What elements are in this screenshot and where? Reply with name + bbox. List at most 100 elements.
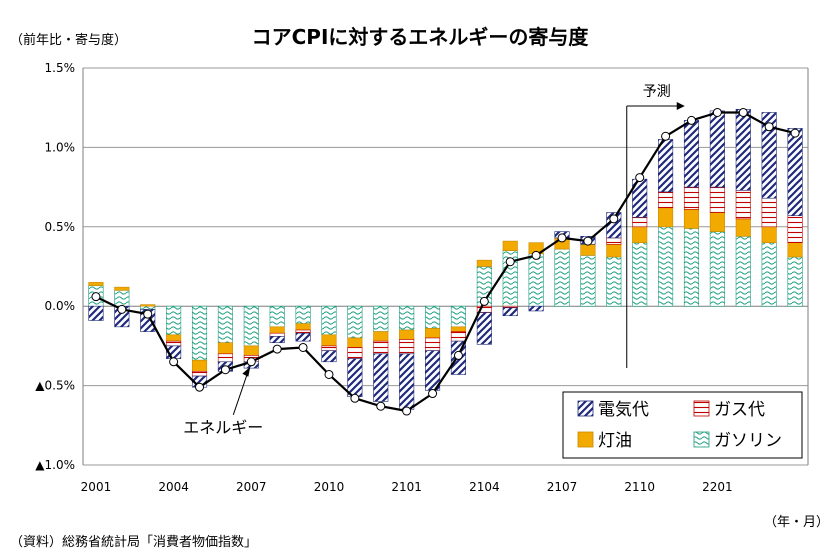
x-axis-unit-label: （年・月） bbox=[764, 515, 829, 530]
energy-point bbox=[246, 357, 256, 367]
bar-segment-gaso bbox=[114, 290, 130, 307]
bar-segment-kero bbox=[140, 304, 156, 307]
forecast-arrow-head bbox=[676, 102, 685, 110]
bar-segment-elec bbox=[528, 305, 544, 312]
energy-annotation: エネルギー bbox=[183, 366, 263, 437]
bar-segment-kero bbox=[606, 243, 622, 258]
bar-segment-kero bbox=[761, 226, 777, 243]
bar-segment-gas bbox=[191, 371, 208, 377]
energy-point bbox=[583, 236, 593, 246]
bar-segment-gas bbox=[658, 191, 674, 209]
legend-swatch-gaso bbox=[693, 431, 710, 448]
x-tick-label: 2107 bbox=[547, 480, 578, 494]
bar-segment-gaso bbox=[735, 236, 751, 307]
energy-point bbox=[402, 406, 412, 416]
energy-point bbox=[505, 257, 515, 267]
y-tick-label: ▲0.5% bbox=[35, 379, 75, 393]
bar-segment-kero bbox=[217, 342, 233, 355]
bar-segment-elec bbox=[683, 120, 700, 188]
bar-segment-kero bbox=[321, 334, 337, 347]
energy-point bbox=[169, 357, 179, 367]
y-tick-label: 0.5% bbox=[45, 220, 76, 234]
energy-point bbox=[272, 344, 282, 354]
energy-annotation-arrow-head bbox=[242, 366, 251, 377]
bar-segment-elec bbox=[373, 353, 389, 402]
x-tick-label: 2001 bbox=[81, 480, 112, 494]
x-tick-label: 2010 bbox=[314, 480, 345, 494]
legend-swatch-elec bbox=[577, 400, 594, 417]
bar-segment-elec bbox=[347, 358, 363, 398]
bar-segment-kero bbox=[709, 212, 725, 232]
bar-segment-gaso bbox=[554, 248, 570, 307]
x-tick-label: 2007 bbox=[236, 480, 267, 494]
x-tick-label: 2110 bbox=[624, 480, 655, 494]
bar-segment-gas bbox=[632, 216, 648, 228]
axes: 1.5% 1.0% 0.5% 0.0% ▲0.5% ▲1.0% 2001 2004 2007 20… bbox=[35, 61, 809, 494]
bar-segment-gas bbox=[269, 332, 285, 337]
y-tick-label: ▲1.0% bbox=[35, 458, 75, 472]
source-note: （資料）総務省統計局「消費者物価指数」 bbox=[10, 534, 257, 550]
bar-segment-kero bbox=[88, 282, 104, 286]
bar-segment-kero bbox=[450, 326, 466, 332]
stacked-bars bbox=[88, 108, 803, 410]
x-tick-label: 2004 bbox=[158, 480, 189, 494]
bar-segment-gaso bbox=[295, 305, 311, 324]
bar-segment-kero bbox=[425, 328, 441, 339]
bar-segment-gaso bbox=[658, 226, 674, 307]
chart-title: コアCPIに対するエネルギーの寄与度 bbox=[252, 25, 590, 49]
bar-segment-gaso bbox=[761, 242, 777, 307]
bar-segment-gaso bbox=[580, 255, 596, 307]
bar-segment-kero bbox=[114, 286, 130, 291]
energy-annotation-pointer bbox=[232, 370, 249, 415]
bar-segment-elec bbox=[321, 350, 337, 363]
bar-segment-gaso bbox=[450, 305, 466, 328]
energy-point bbox=[790, 128, 800, 138]
x-tick-label: 2101 bbox=[391, 480, 422, 494]
bar-segment-kero bbox=[347, 337, 363, 348]
bar-segment-kero bbox=[191, 359, 208, 372]
bar-segment-kero bbox=[787, 242, 803, 258]
energy-point bbox=[712, 107, 722, 117]
bar-segment-elec bbox=[735, 108, 751, 191]
energy-point bbox=[479, 296, 489, 306]
bar-segment-gaso bbox=[140, 305, 156, 310]
bar-segment-gas bbox=[321, 345, 337, 351]
bar-segment-gas bbox=[709, 186, 725, 213]
bar-segment-elec bbox=[709, 110, 725, 188]
bar-segment-gaso bbox=[243, 305, 259, 347]
bar-segment-kero bbox=[166, 334, 182, 342]
legend-swatch-kero bbox=[577, 431, 594, 448]
bar-segment-gaso bbox=[373, 305, 389, 332]
bar-segment-elec bbox=[658, 139, 674, 193]
bar-segment-gas bbox=[373, 340, 389, 355]
energy-point bbox=[195, 382, 205, 392]
energy-point bbox=[635, 173, 645, 183]
energy-point bbox=[738, 107, 748, 117]
bar-segment-elec bbox=[295, 332, 311, 342]
bar-segment-elec bbox=[502, 307, 518, 317]
legend-label-kero: 灯油 bbox=[598, 431, 632, 451]
bar-segment-elec bbox=[761, 112, 777, 199]
legend: 電気代 ガス代 灯油 ガソリン bbox=[562, 391, 803, 459]
bar-segment-gas bbox=[787, 215, 803, 243]
bar-segment-kero bbox=[243, 345, 259, 356]
energy-point bbox=[531, 250, 541, 260]
energy-point bbox=[609, 214, 619, 224]
bar-segment-kero bbox=[295, 323, 311, 331]
bar-segment-gaso bbox=[425, 305, 441, 329]
energy-line-group bbox=[91, 107, 800, 416]
bar-segment-gas bbox=[295, 329, 311, 334]
bar-segment-gas bbox=[347, 347, 363, 359]
bar-segment-gas bbox=[425, 337, 441, 351]
bar-segment-gaso bbox=[399, 305, 415, 331]
y-axis-unit-label: （前年比・寄与度） bbox=[10, 32, 127, 48]
bar-segment-gaso bbox=[528, 253, 544, 307]
legend-label-elec: 電気代 bbox=[598, 400, 649, 420]
bar-segment-gas bbox=[399, 339, 415, 355]
bar-segment-gaso bbox=[606, 256, 622, 307]
bar-segment-kero bbox=[658, 207, 674, 228]
energy-point bbox=[376, 401, 386, 411]
y-tick-label: 0.0% bbox=[45, 299, 76, 313]
energy-point bbox=[298, 342, 308, 352]
